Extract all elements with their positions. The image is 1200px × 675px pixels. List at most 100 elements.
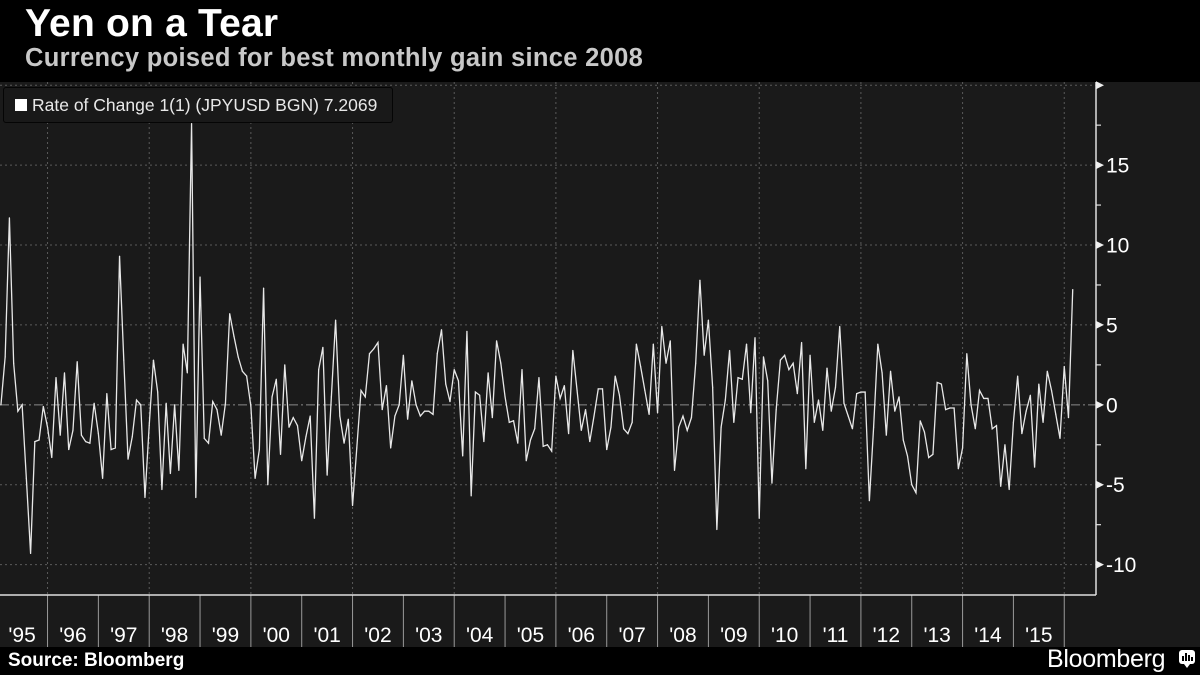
series-group [0, 122, 1074, 555]
data-point [500, 362, 502, 364]
data-point [296, 425, 299, 427]
data-point [673, 469, 676, 471]
data-point [237, 356, 239, 358]
data-point [373, 348, 375, 350]
data-point [940, 383, 942, 385]
data-point [76, 361, 78, 363]
x-tick-label: '13 [923, 624, 950, 647]
data-point [894, 410, 896, 412]
data-point [46, 426, 49, 428]
data-point [754, 337, 756, 339]
data-point [851, 428, 854, 430]
data-point [932, 453, 934, 455]
data-point [398, 404, 400, 406]
data-point [381, 409, 383, 411]
legend: Rate of Change 1(1) (JPYUSD BGN) 7.2069 [3, 87, 393, 123]
data-point [614, 375, 616, 377]
data-point [923, 431, 926, 433]
data-point [97, 432, 99, 435]
y-tick-marker [1096, 560, 1104, 569]
x-tick-label: '14 [974, 624, 1002, 647]
data-point [1008, 488, 1010, 491]
data-point [110, 448, 112, 451]
y-tick-label: 15 [1106, 155, 1129, 178]
data-point [873, 426, 875, 428]
data-point [466, 330, 468, 332]
data-point [551, 450, 553, 452]
data-point [203, 437, 205, 439]
data-point [817, 399, 820, 401]
data-point [1033, 466, 1036, 468]
data-point [415, 404, 417, 406]
data-point [4, 356, 6, 358]
data-point [690, 417, 693, 419]
x-tick-label: '97 [110, 624, 137, 647]
data-point [224, 402, 227, 404]
data-point [661, 325, 663, 328]
data-point [728, 349, 731, 352]
data-point [229, 313, 231, 315]
data-point [148, 425, 150, 427]
data-point [961, 447, 964, 449]
data-point [991, 428, 993, 430]
chart-title: Yen on a Tear [25, 2, 279, 45]
data-point [1059, 437, 1061, 439]
data-point [559, 397, 561, 400]
data-point [1063, 365, 1065, 368]
data-point [534, 428, 536, 430]
data-point [580, 429, 582, 431]
data-point [220, 434, 222, 436]
x-tick-label: '06 [568, 624, 595, 647]
data-point [292, 417, 294, 419]
x-tick-label: '09 [720, 624, 747, 647]
data-point [140, 404, 142, 406]
data-point [699, 279, 701, 281]
data-point [186, 372, 188, 374]
data-point [432, 413, 434, 416]
data-point [644, 389, 646, 392]
data-point [597, 388, 599, 390]
data-point [55, 377, 57, 379]
data-point [246, 375, 248, 377]
data-point [974, 428, 976, 430]
data-point [576, 389, 578, 392]
data-point [856, 393, 858, 395]
data-point [805, 468, 807, 470]
data-point [440, 329, 443, 331]
data-point [750, 412, 752, 414]
data-point [767, 380, 769, 382]
data-point [1029, 394, 1031, 396]
data-point [38, 439, 40, 441]
x-tick-label: '03 [415, 624, 442, 647]
data-point [864, 391, 866, 393]
data-point [271, 396, 273, 398]
data-point [190, 122, 193, 125]
data-point [449, 401, 451, 403]
data-point [169, 472, 171, 475]
data-point [762, 356, 765, 358]
data-point [335, 319, 337, 321]
data-point [114, 447, 116, 449]
data-point [254, 477, 256, 479]
data-point [275, 378, 277, 380]
data-point [640, 365, 642, 368]
data-point [8, 217, 11, 219]
data-point [966, 353, 968, 355]
data-point [483, 440, 485, 443]
data-point [1072, 289, 1074, 291]
data-point [758, 517, 760, 519]
data-point [902, 439, 904, 441]
chart-subtitle: Currency poised for best monthly gain si… [25, 44, 644, 72]
x-tick-label: '11 [823, 624, 849, 647]
data-point [788, 369, 790, 371]
data-point [207, 442, 210, 444]
data-point [724, 399, 726, 401]
data-point [491, 417, 493, 419]
data-point [801, 341, 803, 344]
data-point [936, 381, 938, 384]
data-point [0, 404, 2, 406]
data-point [915, 492, 917, 494]
x-tick-label: '12 [873, 624, 900, 647]
square-marker-icon [15, 99, 27, 111]
data-point [174, 404, 176, 406]
